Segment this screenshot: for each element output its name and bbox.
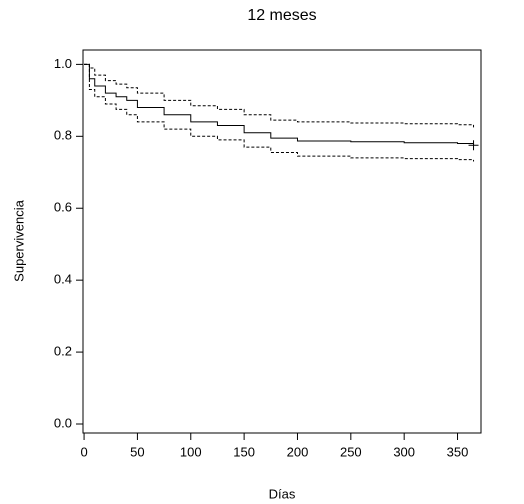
x-tick-label: 100 xyxy=(180,444,202,459)
y-tick-label: 0.4 xyxy=(54,272,72,287)
survival-line xyxy=(84,63,475,146)
y-tick-label: 1.0 xyxy=(54,56,72,71)
survival-line xyxy=(84,63,475,128)
y-tick-label: 0.6 xyxy=(54,200,72,215)
y-tick-label: 0.0 xyxy=(54,415,72,430)
censor-mark xyxy=(468,140,479,151)
x-tick-label: 300 xyxy=(393,444,415,459)
y-tick-label: 0.8 xyxy=(54,128,72,143)
plot-frame xyxy=(82,49,482,434)
survival-line xyxy=(84,63,475,162)
y-tick-label: 0.2 xyxy=(54,344,72,359)
x-tick-label: 0 xyxy=(80,444,87,459)
x-tick-label: 350 xyxy=(447,444,469,459)
x-tick-label: 200 xyxy=(287,444,309,459)
x-tick-label: 50 xyxy=(130,444,144,459)
x-tick-label: 150 xyxy=(233,444,255,459)
x-tick-label: 250 xyxy=(340,444,362,459)
y-axis-label: Supervivencia xyxy=(11,199,26,281)
x-axis-label: Días xyxy=(269,486,296,501)
chart-title: 12 meses xyxy=(247,7,316,24)
